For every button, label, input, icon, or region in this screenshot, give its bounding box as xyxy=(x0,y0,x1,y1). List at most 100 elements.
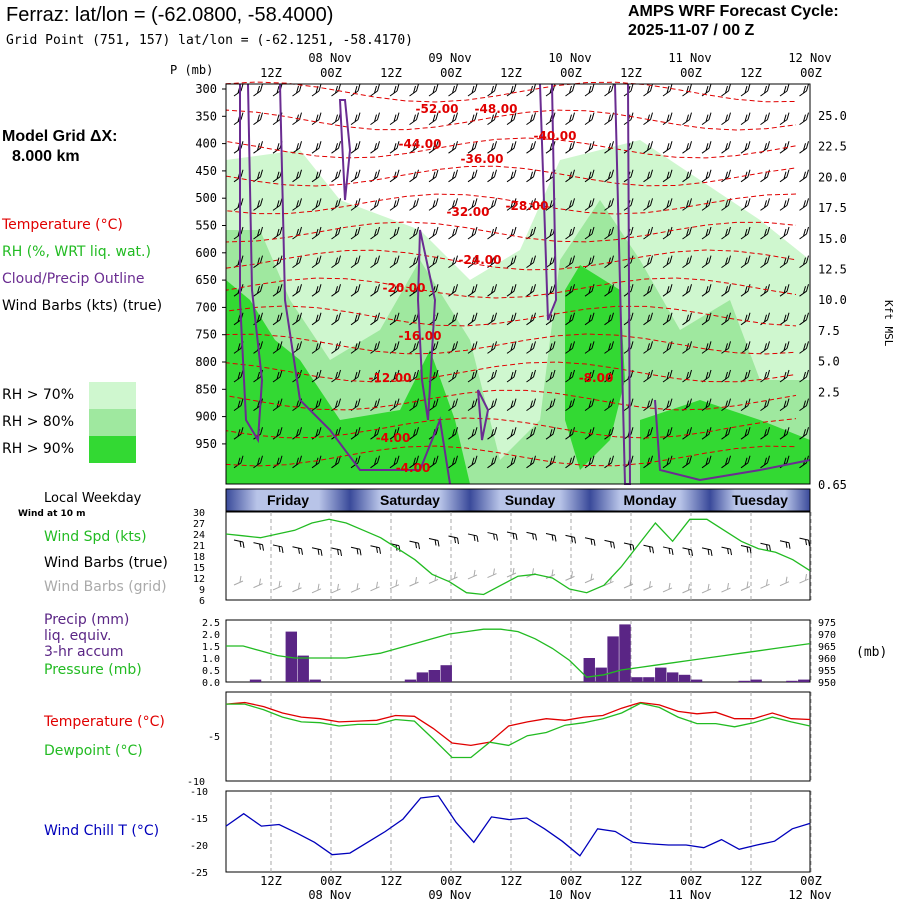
pressure-tick-label: 850 xyxy=(195,382,217,396)
wind-barb-cross-section xyxy=(370,312,380,326)
wind-barb-cross-section xyxy=(760,427,770,440)
pressure-tick: 975 xyxy=(818,618,836,629)
wind-barb-cross-section xyxy=(779,83,790,97)
date-label-top: 09 Nov xyxy=(428,51,471,65)
temperature-contour xyxy=(225,305,797,327)
wind-barb-cross-section xyxy=(350,284,361,297)
height-tick-label: 7.5 xyxy=(818,324,840,338)
pressure-tick-label: 650 xyxy=(195,273,217,287)
wind-barb-cross-section xyxy=(272,341,283,354)
wind-barb-cross-section xyxy=(272,427,283,440)
wind-barb-cross-section xyxy=(292,455,302,469)
wind-barb-cross-section xyxy=(740,112,751,126)
wind-barb-cross-section xyxy=(682,169,692,183)
wind-barb-true xyxy=(604,539,615,549)
wind-barb-cross-section xyxy=(526,141,536,154)
wind-barb-cross-section xyxy=(760,169,770,183)
date-label-bottom: 11 Nov xyxy=(668,888,711,900)
wind-barb-cross-section xyxy=(448,169,458,183)
wind-barb-grid xyxy=(701,583,712,594)
time-tick-bottom: 00Z xyxy=(680,874,702,888)
wind-barb-cross-section xyxy=(662,141,673,154)
legend-precip: Precip (mm) xyxy=(44,612,130,628)
pressure-tick: 960 xyxy=(818,654,836,665)
time-tick-top: 00Z xyxy=(680,66,702,80)
wind-barb-cross-section xyxy=(779,112,790,126)
wind-chill-tick: -10 xyxy=(190,787,208,798)
wind-barb-cross-section xyxy=(682,312,692,326)
wind-barb-cross-section xyxy=(662,341,673,354)
wind-barb-cross-section xyxy=(350,255,361,269)
wind-barb-cross-section xyxy=(506,369,517,383)
wind-barb-cross-section xyxy=(389,427,400,440)
wind-barb-cross-section xyxy=(662,112,673,126)
wind-barb-cross-section xyxy=(526,169,536,183)
wind-barb-cross-section xyxy=(604,312,614,326)
station-title: Ferraz: lat/lon = (-62.0800, -58.4000) xyxy=(6,4,334,26)
precip-bar xyxy=(786,680,798,682)
wind-barb-true xyxy=(448,535,459,545)
wind-barb-cross-section xyxy=(721,455,731,469)
wind-barb-cross-section xyxy=(721,312,731,326)
wind-barb-grid xyxy=(506,567,517,578)
wind-barb-cross-section xyxy=(779,284,790,297)
wind-barb-cross-section xyxy=(506,398,517,412)
height-tick-label: 22.5 xyxy=(818,140,847,154)
wind-barb-cross-section xyxy=(643,255,653,269)
wind-barb-true xyxy=(331,547,342,557)
wind-barb-cross-section xyxy=(701,398,712,412)
time-tick-top: 12Z xyxy=(500,66,522,80)
wind-barb-cross-section xyxy=(467,226,478,240)
weekday-band xyxy=(226,489,350,511)
wind-barb-cross-section xyxy=(272,284,283,297)
wind-barb-grid xyxy=(311,583,322,594)
wind-barb-true xyxy=(662,546,674,556)
wind-barb-grid xyxy=(409,577,419,587)
wind-barb-cross-section xyxy=(487,83,497,97)
wind-barb-cross-section xyxy=(253,312,263,326)
wind-speed-tick: 9 xyxy=(199,585,205,596)
wind-barb-cross-section xyxy=(526,255,536,269)
precip-bar xyxy=(428,670,441,682)
wind-barb-cross-section xyxy=(721,169,731,183)
wind-barb-cross-section xyxy=(799,226,809,240)
wind-barb-cross-section xyxy=(428,398,439,412)
pressure-tick-label: 750 xyxy=(195,328,217,342)
wind-barb-true xyxy=(545,533,557,542)
weekday-label: Tuesday xyxy=(732,492,788,508)
legend-temperature: Temperature (°C) xyxy=(2,217,123,233)
pressure-tick-label: 800 xyxy=(195,355,217,369)
temperature-contour xyxy=(225,137,797,159)
pressure-unit: (mb) xyxy=(856,645,887,660)
wind-barb-cross-section xyxy=(409,112,419,126)
wind-barb-cross-section xyxy=(428,198,439,211)
precip-bar xyxy=(678,674,691,682)
wind-barb-cross-section xyxy=(799,255,809,269)
wind-barb-cross-section xyxy=(740,284,751,297)
time-tick-bottom: 00Z xyxy=(320,874,342,888)
wind-barb-cross-section xyxy=(545,341,556,354)
temperature-contour-label: -8.00 xyxy=(579,371,614,385)
wind-barb-cross-section xyxy=(487,198,497,211)
wind-barb-true xyxy=(506,531,518,541)
wind-barb-cross-section xyxy=(584,398,595,412)
time-tick-top: 00Z xyxy=(440,66,462,80)
wind-barb-cross-section xyxy=(389,255,400,269)
wind-barb-cross-section xyxy=(389,369,400,383)
wind-barb-cross-section xyxy=(721,141,731,154)
wind-barb-cross-section xyxy=(467,427,478,440)
wind-barb-cross-section xyxy=(253,169,263,183)
wind-barb-cross-section xyxy=(701,141,712,154)
wind-barb-cross-section xyxy=(682,284,692,297)
pressure-tick-label: 900 xyxy=(195,410,217,424)
precip-bar xyxy=(583,658,595,682)
wind-barb-cross-section xyxy=(701,312,712,326)
temperature-contour xyxy=(225,221,797,243)
wind-barb-grid xyxy=(721,583,731,593)
wind-barb-cross-section xyxy=(331,284,341,297)
wind-barb-cross-section xyxy=(448,341,458,354)
dewpoint-line xyxy=(226,702,811,759)
precip-bar xyxy=(416,672,429,682)
wind-barb-cross-section xyxy=(662,255,673,269)
